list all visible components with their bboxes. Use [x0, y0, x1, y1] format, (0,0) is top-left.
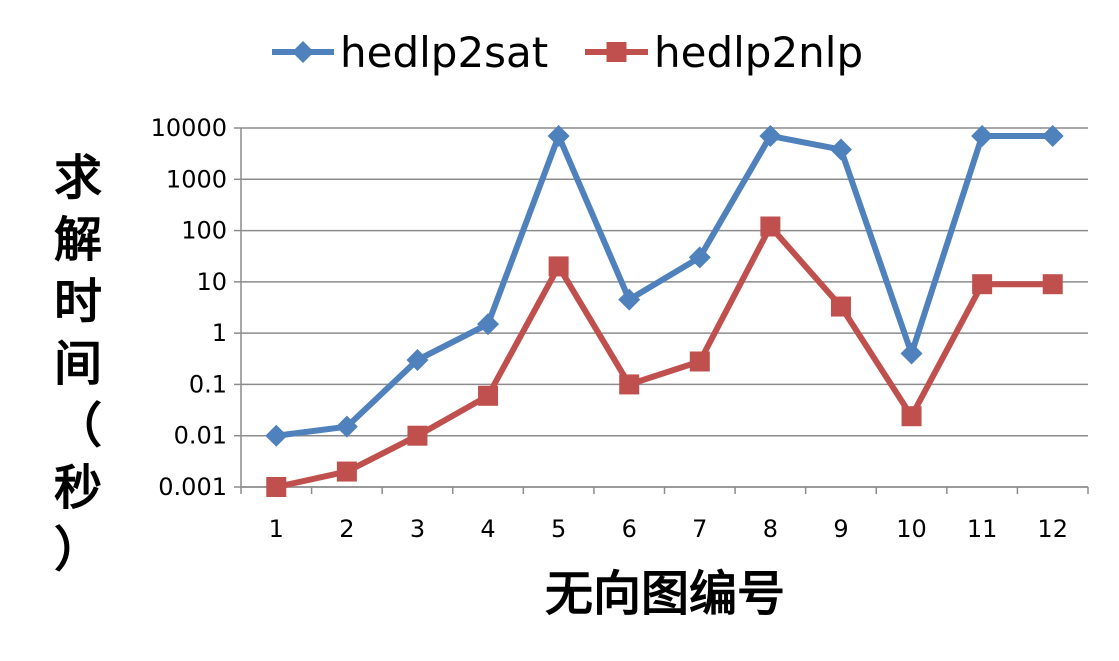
legend-marker — [606, 42, 627, 62]
data-point-hedlp2sat — [547, 124, 570, 147]
y-tick-label: 0.001 — [158, 473, 227, 501]
data-point-hedlp2nlp — [1042, 274, 1063, 295]
gridlines — [241, 127, 1088, 488]
y-axis-title-char: ） — [54, 522, 102, 578]
y-axis-title-char: （ — [54, 398, 102, 454]
x-tick-label: 11 — [967, 515, 998, 543]
data-point-hedlp2nlp — [901, 406, 922, 427]
data-point-hedlp2nlp — [407, 425, 428, 446]
x-tick-label: 7 — [692, 515, 707, 543]
data-point-hedlp2nlp — [548, 256, 569, 277]
legend-item-hedlp2nlp: hedlp2nlp — [585, 28, 863, 77]
data-point-hedlp2sat — [759, 124, 782, 147]
y-tick-label: 10 — [196, 268, 227, 296]
series-line-hedlp2sat — [273, 132, 1056, 439]
data-point-hedlp2sat — [688, 246, 711, 269]
x-tick-label: 1 — [269, 515, 284, 543]
data-point-hedlp2nlp — [336, 461, 357, 482]
data-point-hedlp2sat — [265, 424, 288, 447]
y-tick-label: 0.1 — [189, 370, 227, 398]
data-point-hedlp2nlp — [478, 385, 499, 406]
series-hedlp2sat — [265, 124, 1064, 447]
legend-label: hedlp2sat — [340, 28, 548, 77]
y-axis-title-char: 解 — [54, 212, 102, 268]
y-axis-title-char: 求 — [54, 150, 102, 206]
x-tick-label: 6 — [622, 515, 637, 543]
y-tick-labels: 0.001 0.01 0.1 1 10 100 1000 10000 — [151, 114, 227, 501]
x-tick-label: 8 — [763, 515, 778, 543]
y-tick-label: 1000 — [166, 165, 227, 193]
axes — [234, 127, 1089, 494]
legend: hedlp2sat hedlp2nlp — [272, 28, 863, 77]
series — [265, 124, 1064, 497]
y-tick-label: 100 — [181, 217, 227, 245]
x-tick-label: 9 — [833, 515, 848, 543]
x-tick-label: 3 — [410, 515, 425, 543]
data-point-hedlp2sat — [1041, 124, 1064, 147]
data-point-hedlp2sat — [477, 313, 500, 336]
data-point-hedlp2nlp — [619, 374, 640, 395]
data-point-hedlp2sat — [829, 138, 852, 161]
legend-item-hedlp2sat: hedlp2sat — [272, 28, 548, 77]
x-axis-title: 无向图编号 — [545, 566, 785, 622]
series-line-hedlp2nlp — [273, 223, 1056, 490]
data-point-hedlp2nlp — [689, 351, 710, 372]
data-point-hedlp2sat — [406, 348, 429, 371]
data-point-hedlp2sat — [335, 415, 358, 438]
y-tick-label: 10000 — [151, 114, 227, 142]
legend-marker — [292, 41, 314, 63]
series-hedlp2nlp — [266, 216, 1063, 497]
y-axis-title-char: 时 — [54, 274, 102, 330]
x-tick-labels: 1 2 3 4 5 6 7 8 9 10 11 12 — [269, 515, 1068, 543]
data-point-hedlp2nlp — [972, 274, 993, 295]
data-point-hedlp2nlp — [760, 216, 781, 237]
x-tick-label: 12 — [1037, 515, 1068, 543]
y-axis-title-char: 秒 — [54, 460, 102, 516]
y-tick-label: 1 — [212, 319, 227, 347]
x-tick-label: 10 — [896, 515, 927, 543]
data-point-hedlp2sat — [971, 124, 994, 147]
x-tick-label: 2 — [339, 515, 354, 543]
data-point-hedlp2sat — [900, 342, 923, 365]
y-axis-title-char: 间 — [54, 336, 102, 392]
data-point-hedlp2sat — [618, 288, 641, 311]
data-point-hedlp2nlp — [266, 477, 287, 497]
x-tick-label: 5 — [551, 515, 566, 543]
x-tick-label: 4 — [480, 515, 495, 543]
y-tick-label: 0.01 — [174, 422, 227, 450]
legend-label: hedlp2nlp — [654, 28, 863, 77]
data-point-hedlp2nlp — [830, 296, 851, 317]
